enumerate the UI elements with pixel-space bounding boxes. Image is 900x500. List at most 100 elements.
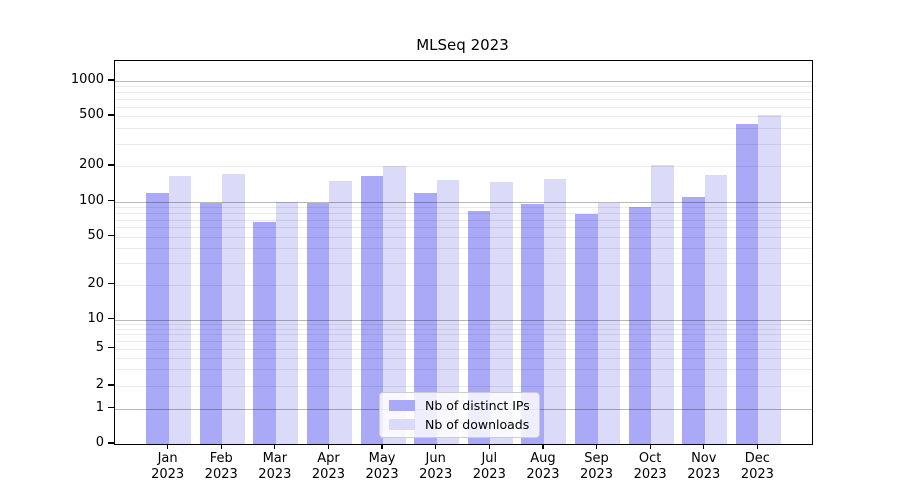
bar-downloads-oct xyxy=(651,165,674,444)
y-tick-label-20: 20 xyxy=(87,275,104,291)
bar-ips-apr xyxy=(306,203,330,444)
y-tick-1 xyxy=(108,406,114,409)
gridline-7 xyxy=(115,334,812,336)
gridline-6 xyxy=(115,340,812,342)
chart-title: MLSeq 2023 xyxy=(416,36,509,54)
gridline-3 xyxy=(115,369,812,371)
bar-ips-sep xyxy=(575,214,598,444)
gridline-80 xyxy=(115,212,812,214)
gridline-30 xyxy=(115,263,812,265)
y-tick-5 xyxy=(108,346,114,349)
legend-label-ips: Nb of distinct IPs xyxy=(425,398,530,413)
x-tick-label-nov: Nov 2023 xyxy=(687,451,721,482)
bar-downloads-jun xyxy=(436,180,460,444)
bar-downloads-sep xyxy=(597,203,621,444)
x-tick-label-oct: Oct 2023 xyxy=(633,451,667,482)
x-tick-label-aug: Aug 2023 xyxy=(526,451,560,482)
y-tick-label-1: 1 xyxy=(95,399,104,415)
gridline-20 xyxy=(115,284,812,286)
legend-label-downloads: Nb of downloads xyxy=(425,417,530,432)
legend: Nb of distinct IPs Nb of downloads xyxy=(379,392,540,438)
plot-area: Nb of distinct IPs Nb of downloads xyxy=(114,60,813,445)
y-tick-label-2: 2 xyxy=(95,377,104,392)
gridline-10 xyxy=(115,319,812,321)
bar-ips-jan xyxy=(146,193,169,444)
y-tick-10 xyxy=(108,317,114,320)
x-tick-feb xyxy=(220,444,222,449)
bar-ips-jun xyxy=(414,193,437,444)
y-tick-200 xyxy=(108,164,114,166)
gridline-200 xyxy=(115,166,812,167)
bar-downloads-mar xyxy=(275,201,299,444)
bar-ips-mar xyxy=(253,222,276,444)
legend-row-distinct-ips: Nb of distinct IPs xyxy=(389,398,530,413)
gridline-2 xyxy=(115,386,812,387)
bar-downloads-aug xyxy=(543,178,567,444)
y-tick-2 xyxy=(108,384,114,386)
bar-downloads-feb xyxy=(222,173,245,444)
legend-row-downloads: Nb of downloads xyxy=(389,417,530,432)
gridline-900 xyxy=(115,86,812,88)
x-tick-label-may: May 2023 xyxy=(365,451,399,482)
legend-swatch-ips xyxy=(389,400,415,411)
x-tick-label-jul: Jul 2023 xyxy=(472,451,506,482)
x-tick-label-sep: Sep 2023 xyxy=(579,451,614,482)
x-tick-dec xyxy=(756,444,758,449)
gridline-600 xyxy=(115,106,812,108)
x-tick-sep xyxy=(595,444,598,449)
y-tick-500 xyxy=(108,114,114,116)
gridline-5 xyxy=(115,348,812,350)
x-tick-jul xyxy=(488,444,490,449)
bar-downloads-may xyxy=(383,166,406,444)
gridline-4 xyxy=(115,357,812,359)
x-tick-label-feb: Feb 2023 xyxy=(204,451,238,482)
gridline-60 xyxy=(115,227,812,229)
bar-ips-aug xyxy=(521,204,544,444)
y-tick-0 xyxy=(108,442,114,444)
bar-ips-feb xyxy=(199,203,223,444)
legend-swatch-downloads xyxy=(389,419,415,430)
gridline-50 xyxy=(115,236,812,238)
bar-downloads-nov xyxy=(704,174,728,444)
y-tick-label-10: 10 xyxy=(87,310,104,326)
bar-downloads-jul xyxy=(490,182,513,444)
gridline-1000 xyxy=(115,81,812,82)
y-tick-label-500: 500 xyxy=(79,107,104,122)
x-tick-aug xyxy=(542,444,544,449)
bar-ips-oct xyxy=(628,206,652,444)
gridline-400 xyxy=(115,128,812,130)
gridline-800 xyxy=(115,92,812,94)
gridline-9 xyxy=(115,323,812,325)
x-tick-nov xyxy=(703,444,705,449)
gridline-70 xyxy=(115,219,812,221)
x-tick-may xyxy=(381,444,383,449)
x-tick-label-jan: Jan 2023 xyxy=(151,451,185,482)
y-tick-label-1000: 1000 xyxy=(70,72,104,87)
bar-ips-may xyxy=(360,175,384,444)
gridline-90 xyxy=(115,206,812,208)
y-tick-label-5: 5 xyxy=(95,339,104,355)
x-tick-label-jun: Jun 2023 xyxy=(419,451,453,482)
y-tick-50 xyxy=(108,234,114,237)
y-tick-100 xyxy=(108,199,114,202)
x-tick-mar xyxy=(274,444,276,449)
y-tick-label-100: 100 xyxy=(79,192,104,208)
gridline-40 xyxy=(115,248,812,250)
x-tick-jun xyxy=(435,444,437,449)
bar-downloads-apr xyxy=(329,181,352,444)
gridline-300 xyxy=(115,143,812,145)
x-tick-label-mar: Mar 2023 xyxy=(258,451,292,482)
bar-downloads-jan xyxy=(168,175,192,444)
gridline-8 xyxy=(115,328,812,330)
x-tick-label-dec: Dec 2023 xyxy=(740,451,774,482)
gridline-100 xyxy=(115,201,812,203)
bar-ips-nov xyxy=(682,196,705,444)
x-tick-label-apr: Apr 2023 xyxy=(311,451,345,482)
bar-ips-jul xyxy=(467,210,491,444)
gridline-500 xyxy=(115,116,812,117)
y-tick-label-0: 0 xyxy=(95,435,104,450)
x-tick-jan xyxy=(167,444,169,449)
y-tick-1000 xyxy=(108,79,114,81)
bar-downloads-dec xyxy=(758,115,781,444)
